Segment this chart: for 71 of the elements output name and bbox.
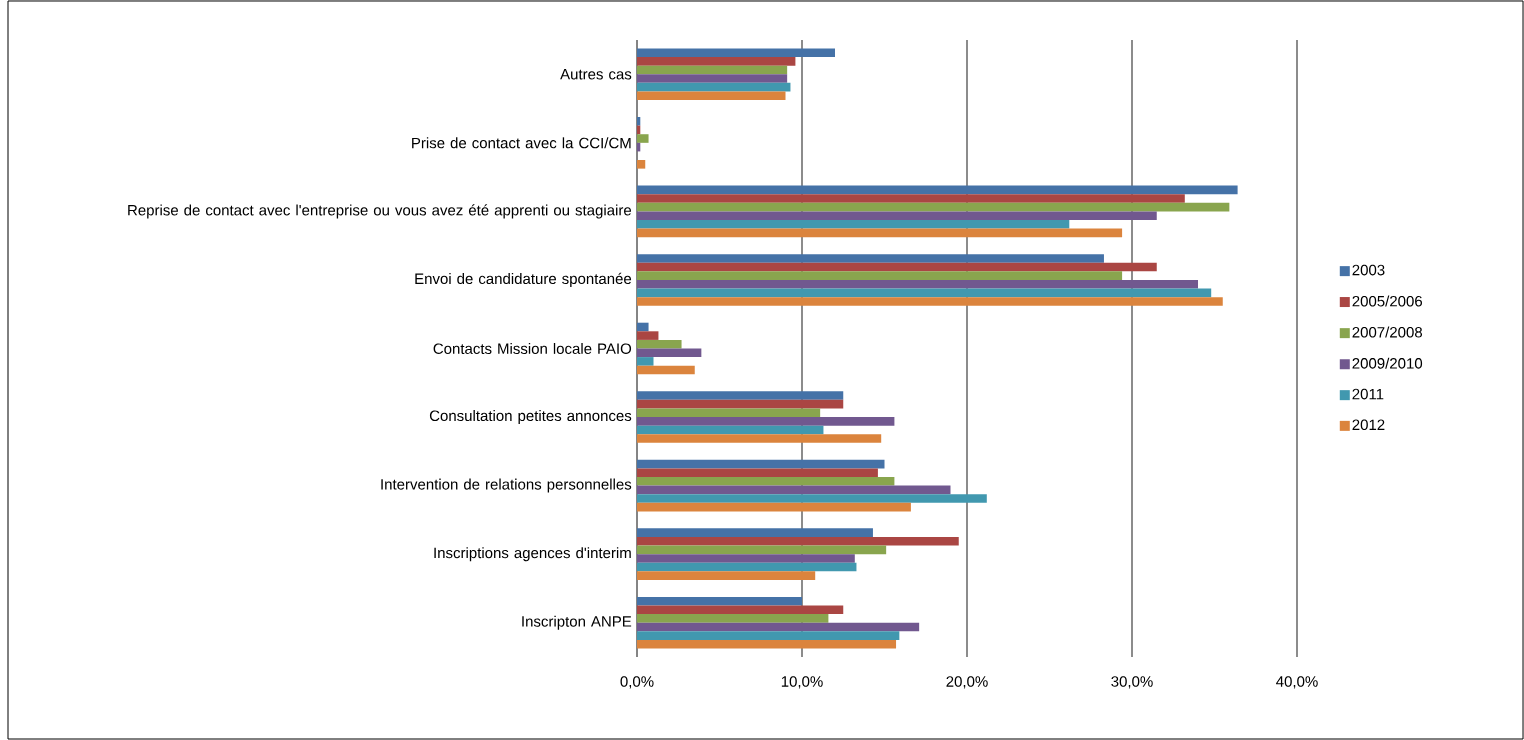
bar [637,194,1185,203]
bar [637,254,1104,263]
bar [637,74,788,83]
legend-label: 2005/2006 [1352,295,1423,307]
bar [637,562,857,572]
x-tick-label: 30,0% [1111,676,1153,689]
y-tick-label: Contacts Mission locale PAIO [433,342,632,354]
bar [637,271,1123,280]
legend-label: 2003 [1352,264,1385,276]
bar [637,331,659,340]
legend-label: 2011 [1352,388,1384,400]
bar [637,571,816,580]
bar [637,339,682,349]
bar [637,596,802,606]
x-tick-label: 40,0% [1276,676,1318,689]
bar [637,502,911,512]
bar [637,357,654,366]
bar [637,91,786,101]
y-tick-label: Autres cas [560,69,632,80]
bar [637,614,829,623]
bar [637,639,897,649]
bar [637,228,1123,238]
bar [637,536,959,546]
bar [637,528,873,537]
bar [637,485,951,495]
bar [637,160,646,169]
bar [637,211,1157,220]
bar [637,82,791,92]
bar [637,297,1223,306]
bar [637,494,987,503]
legend-label: 2012 [1352,419,1385,431]
bar [637,408,821,418]
bar [637,348,702,358]
bar [637,322,649,332]
bar [637,391,844,400]
bar [637,545,887,555]
x-tick-label: 20,0% [946,676,988,689]
y-tick-label: Intervention de relations personnelles [381,478,632,493]
y-tick-label: Inscripton ANPE [522,615,632,630]
bar [637,631,900,640]
x-tick-label: 0,0% [620,676,654,689]
bar [637,57,796,66]
bar [637,117,641,126]
x-tick-label: 10,0% [781,676,823,689]
bar [637,468,878,478]
bar [637,399,844,409]
bar [637,459,885,469]
bar [637,279,1198,289]
bar [637,202,1230,212]
bar [637,417,895,426]
y-tick-label: Prise de contact avec la CCI/CM [412,137,631,149]
bar [637,554,855,563]
bar [637,219,1070,229]
bar [637,365,695,375]
y-tick-label: Consultation petites annonces [429,410,632,425]
legend-label: 2009/2010 [1352,357,1423,369]
bar [637,622,920,632]
y-tick-label: Envoi de candidature spontanée [415,272,632,288]
bar [637,48,835,58]
bar [637,134,649,143]
bar [637,605,844,615]
y-tick-label: Reprise de contact avec l'entreprise ou vous avez été apprenti ou stagiaire [128,204,632,219]
y-tick-label: Inscriptions agences d'interim [434,547,631,562]
bar [637,262,1157,272]
bar [637,288,1212,298]
legend-label: 2007/2008 [1352,326,1423,338]
bar [637,434,882,443]
bar [637,185,1238,195]
bar [637,425,824,435]
bar [637,65,788,75]
bar [637,477,895,486]
